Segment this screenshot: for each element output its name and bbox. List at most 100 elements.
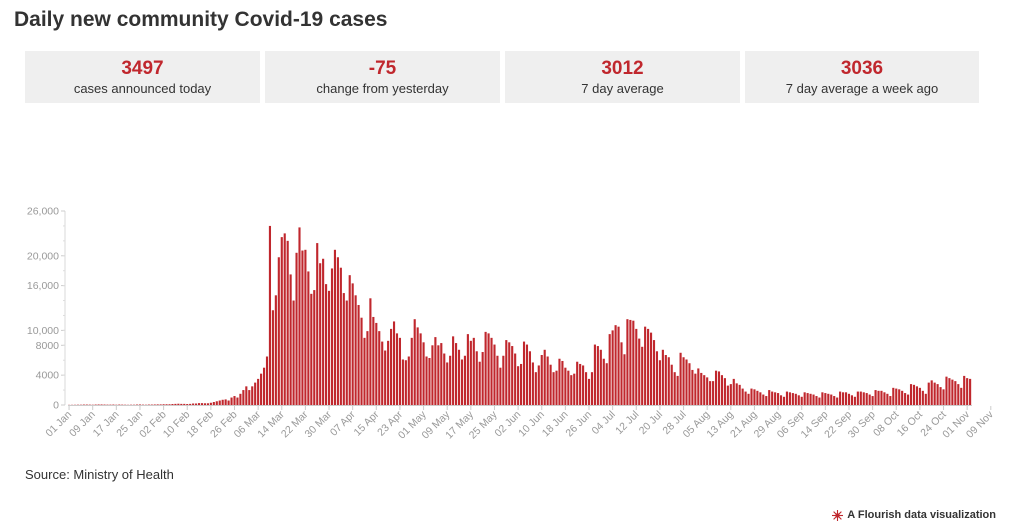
bar bbox=[327, 290, 331, 405]
bar bbox=[401, 359, 404, 405]
bar bbox=[862, 392, 865, 405]
bar bbox=[608, 334, 611, 405]
bar bbox=[658, 360, 661, 405]
bar bbox=[342, 293, 345, 405]
bar bbox=[809, 393, 812, 405]
x-tick-label: 30 Mar bbox=[303, 408, 335, 440]
bar bbox=[115, 404, 118, 406]
y-tick-label: 4000 bbox=[36, 370, 60, 382]
bar bbox=[195, 403, 198, 405]
bar bbox=[892, 387, 895, 405]
bar bbox=[759, 392, 762, 405]
bar bbox=[673, 372, 676, 405]
bar bbox=[354, 295, 357, 405]
bar bbox=[443, 353, 446, 405]
bar bbox=[788, 392, 791, 405]
bar bbox=[652, 340, 656, 405]
bar bbox=[360, 317, 363, 405]
y-tick-label: 20,000 bbox=[27, 250, 59, 262]
bar bbox=[274, 295, 277, 405]
bar bbox=[230, 397, 233, 405]
bar bbox=[94, 404, 97, 406]
bar bbox=[859, 391, 862, 405]
bar bbox=[221, 399, 224, 405]
bar bbox=[584, 372, 588, 405]
bar bbox=[800, 396, 803, 405]
bar bbox=[159, 404, 162, 405]
y-tick-label: 10,000 bbox=[27, 325, 59, 337]
bar bbox=[599, 349, 602, 405]
bar bbox=[945, 376, 948, 405]
bar bbox=[703, 375, 706, 405]
stat-change-yesterday: -75 change from yesterday bbox=[265, 51, 500, 103]
bar bbox=[390, 328, 393, 405]
bar bbox=[76, 404, 79, 406]
bar bbox=[679, 352, 682, 405]
bar bbox=[525, 344, 529, 405]
bar bbox=[812, 394, 815, 405]
bar bbox=[898, 389, 901, 405]
bar bbox=[883, 392, 886, 405]
bar bbox=[587, 378, 591, 405]
bar bbox=[100, 404, 103, 405]
y-tick-label: 0 bbox=[53, 400, 59, 412]
bar bbox=[765, 396, 768, 405]
bar bbox=[135, 404, 139, 406]
bar bbox=[316, 243, 319, 405]
stat-value: 3012 bbox=[601, 58, 644, 79]
bar bbox=[963, 375, 966, 405]
x-tick-label: 07 Apr bbox=[328, 408, 358, 438]
bar bbox=[508, 342, 511, 405]
bar bbox=[215, 401, 218, 405]
bar bbox=[747, 393, 750, 405]
bar bbox=[283, 233, 286, 405]
bar bbox=[555, 370, 558, 405]
bar bbox=[664, 355, 667, 405]
flourish-logo-icon bbox=[832, 509, 844, 521]
bar bbox=[419, 333, 422, 405]
bar bbox=[218, 400, 221, 405]
bar bbox=[726, 385, 729, 405]
x-tick-label: 26 Jun bbox=[563, 409, 594, 440]
bar bbox=[174, 403, 177, 405]
bar bbox=[785, 391, 789, 405]
bar bbox=[936, 384, 939, 405]
bar bbox=[91, 404, 94, 406]
bar bbox=[774, 392, 777, 405]
bar bbox=[248, 390, 251, 405]
bar bbox=[847, 393, 851, 405]
flourish-credit[interactable]: A Flourish data visualization bbox=[832, 509, 996, 521]
bar bbox=[842, 392, 845, 405]
bar bbox=[762, 394, 765, 405]
bar bbox=[268, 225, 272, 405]
summary-stats: 3497 cases announced today -75 change fr… bbox=[25, 51, 979, 103]
bar bbox=[171, 404, 174, 405]
bar bbox=[700, 372, 703, 405]
bar bbox=[236, 397, 239, 405]
bar bbox=[966, 378, 969, 405]
bar bbox=[942, 389, 945, 405]
bar bbox=[676, 375, 679, 405]
bar bbox=[661, 349, 664, 405]
bar bbox=[387, 340, 390, 405]
bar bbox=[528, 351, 531, 405]
bar bbox=[827, 393, 830, 405]
bar bbox=[895, 388, 898, 405]
bar bbox=[635, 328, 638, 405]
bar bbox=[466, 334, 469, 405]
bar bbox=[948, 378, 951, 405]
bar bbox=[363, 337, 366, 405]
bar bbox=[348, 275, 351, 405]
bar bbox=[381, 341, 384, 405]
bar bbox=[292, 300, 295, 405]
bar bbox=[295, 252, 298, 405]
bar bbox=[573, 373, 576, 405]
x-tick-label: 09 Nov bbox=[964, 408, 997, 441]
bar bbox=[865, 393, 868, 405]
bar bbox=[720, 375, 724, 405]
bar bbox=[153, 404, 156, 405]
bar bbox=[924, 393, 927, 405]
bar bbox=[901, 390, 904, 405]
bar bbox=[440, 343, 443, 405]
bar bbox=[407, 356, 410, 405]
